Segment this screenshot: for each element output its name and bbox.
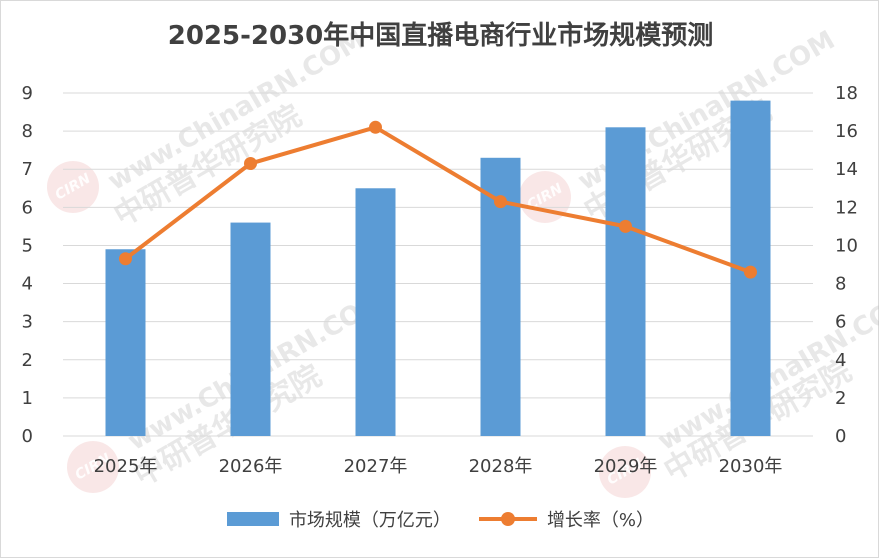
y-left-tick-label: 0 [22, 426, 33, 447]
legend-swatch-bar [226, 512, 279, 526]
line-point [619, 219, 632, 233]
x-tick-label: 2025年 [94, 456, 158, 477]
y-right-tick-label: 6 [835, 312, 846, 333]
y-right-tick-label: 12 [835, 197, 858, 218]
x-tick-label: 2028年 [469, 456, 533, 477]
x-tick-label: 2030年 [719, 456, 783, 477]
legend-swatch-line [478, 512, 537, 526]
chart-title: 2025-2030年中国直播电商行业市场规模预测 [167, 21, 714, 51]
legend-label: 增长率（%） [546, 510, 655, 531]
line-point [494, 195, 507, 209]
y-right-tick-label: 14 [835, 159, 858, 180]
bar [355, 188, 396, 436]
y-right-tick-label: 10 [835, 235, 858, 256]
y-left-tick-label: 9 [22, 83, 33, 104]
y-left-tick-label: 5 [22, 235, 33, 256]
y-left-tick-label: 2 [22, 350, 33, 371]
y-left-tick-label: 4 [22, 274, 33, 295]
chart-legend: 市场规模（万亿元） 增长率（%） [1, 506, 879, 532]
line-point [244, 157, 257, 171]
x-tick-label: 2027年 [344, 456, 408, 477]
legend-item-bar: 市场规模（万亿元） [226, 506, 451, 532]
legend-item-line: 增长率（%） [478, 506, 655, 532]
y-right-tick-label: 16 [835, 121, 858, 142]
line-series [124, 125, 752, 275]
legend-label: 市场规模（万亿元） [288, 510, 451, 531]
x-tick-label: 2026年 [219, 456, 283, 477]
y-right-tick-label: 8 [835, 274, 846, 295]
y-right-tick-label: 4 [835, 350, 846, 371]
y-right-tick-label: 2 [835, 388, 846, 409]
y-left-tick-label: 7 [22, 159, 33, 180]
bar [230, 222, 271, 436]
y-left-tick-label: 6 [22, 197, 33, 218]
bar [105, 249, 146, 436]
y-left-tick-label: 3 [22, 312, 33, 333]
line-point [119, 252, 132, 266]
bar [605, 127, 646, 437]
y-right-tick-label: 0 [835, 426, 846, 447]
line-point [744, 265, 757, 279]
y-left-tick-label: 1 [22, 388, 33, 409]
line-point [369, 120, 382, 134]
x-tick-label: 2029年 [594, 456, 658, 477]
y-right-tick-label: 18 [835, 83, 858, 104]
y-left-tick-label: 8 [22, 121, 33, 142]
